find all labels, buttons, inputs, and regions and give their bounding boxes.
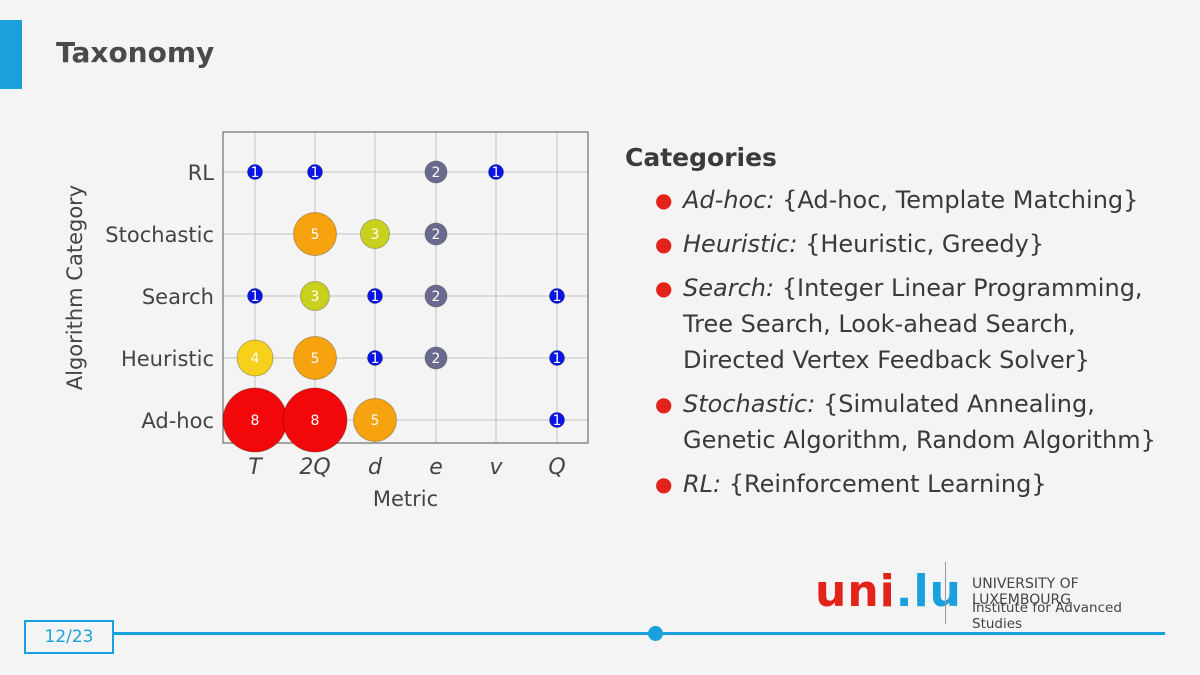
bubble (424, 160, 448, 184)
slide-title: Taxonomy (56, 36, 215, 69)
x-tick-label: 2Q (299, 455, 330, 480)
category-name: Search: (683, 274, 775, 302)
category-item-stochastic: ● Stochastic: {Simulated Annealing, Gene… (625, 386, 1185, 458)
bubble (293, 336, 337, 380)
categories-panel: Categories ● Ad-hoc: {Ad-hoc, Template M… (625, 143, 1185, 510)
bubble-value-label: 5 (371, 413, 380, 429)
y-axis-tick-labels: Ad-hoc Heuristic Search Stochastic RL (105, 161, 214, 433)
bubble-value-label: 1 (251, 289, 260, 305)
bubble (424, 284, 448, 308)
bubble (549, 350, 565, 366)
y-tick-label: Search (142, 285, 214, 309)
y-axis-title: Algorithm Category (63, 185, 87, 390)
category-item-rl: ● RL: {Reinforcement Learning} (625, 466, 1185, 502)
x-tick-label: d (368, 455, 383, 480)
logo-text-lu: lu (913, 566, 962, 617)
y-tick-label: Stochastic (105, 223, 214, 247)
bubble (300, 281, 330, 311)
y-tick-label: Heuristic (121, 347, 214, 371)
bubble-value-label: 1 (553, 413, 562, 429)
category-name: RL: (683, 470, 722, 498)
category-members: Directed Vertex Feedback Solver} (683, 346, 1090, 374)
bullet-icon: ● (655, 232, 673, 256)
university-name: UNIVERSITY OF LUXEMBOURG (972, 576, 1079, 608)
bubble (367, 350, 383, 366)
category-members: Tree Search, Look-ahead Search, (683, 310, 1076, 338)
university-logo: uni.lu UNIVERSITY OF LUXEMBOURG Institut… (815, 562, 1175, 632)
bubble-value-label: 4 (251, 351, 260, 367)
chart-gridlines (223, 132, 588, 443)
bubble (367, 288, 383, 304)
progress-marker (648, 626, 663, 641)
categories-list: ● Ad-hoc: {Ad-hoc, Template Matching} ● … (625, 182, 1185, 502)
bubble (282, 387, 348, 453)
bubble-value-label: 2 (432, 227, 441, 243)
categories-heading: Categories (625, 143, 777, 172)
progress-line (113, 632, 1165, 635)
bubble (293, 212, 337, 256)
bubble-value-label: 5 (311, 227, 320, 243)
chart-frame (222, 131, 589, 444)
logo-text-dot: . (895, 566, 914, 617)
bubble (360, 219, 390, 249)
category-name: Heuristic: (683, 230, 798, 258)
y-tick-label: RL (188, 161, 215, 185)
bubble (247, 164, 263, 180)
bubble (424, 346, 448, 370)
category-members: Genetic Algorithm, Random Algorithm} (683, 426, 1156, 454)
page-number: 12/23 (24, 620, 114, 654)
chart-bubbles: 1 1 2 1 5 3 2 1 3 1 2 1 4 5 1 2 1 8 8 5 1 (222, 160, 565, 453)
bubble-value-label: 2 (432, 289, 441, 305)
bubble (247, 288, 263, 304)
x-tick-label: v (489, 455, 503, 480)
bubble (549, 288, 565, 304)
bullet-icon: ● (655, 188, 673, 212)
x-tick-label: T (248, 455, 263, 480)
bubble (549, 412, 565, 428)
bubble-value-label: 8 (251, 413, 260, 429)
category-name: Stochastic: (683, 390, 816, 418)
bubble-value-label: 2 (432, 351, 441, 367)
institute-name: Institute for Advanced Studies (972, 600, 1122, 632)
y-tick-label: Ad-hoc (141, 409, 214, 433)
bubble (353, 398, 397, 442)
bubble-value-label: 1 (492, 165, 501, 181)
category-name: Ad-hoc: (683, 186, 775, 214)
category-members: {Heuristic, Greedy} (805, 230, 1045, 258)
x-axis-tick-labels: T 2Q d e v Q (248, 455, 565, 480)
bubble-value-label: 1 (311, 165, 320, 181)
bubble-value-label: 1 (251, 165, 260, 181)
bubble-value-label: 3 (371, 227, 380, 243)
category-item-heuristic: ● Heuristic: {Heuristic, Greedy} (625, 226, 1185, 262)
category-item-search: ● Search: {Integer Linear Programming, T… (625, 270, 1185, 378)
bubble-value-label: 1 (371, 351, 380, 367)
bubble-value-label: 1 (553, 289, 562, 305)
bubble (236, 339, 274, 377)
bullet-icon: ● (655, 472, 673, 496)
bubble-value-label: 1 (371, 289, 380, 305)
logo-divider (945, 562, 946, 624)
category-item-ad-hoc: ● Ad-hoc: {Ad-hoc, Template Matching} (625, 182, 1185, 218)
bullet-icon: ● (655, 276, 673, 300)
x-axis-title: Metric (373, 487, 438, 511)
bubble (307, 164, 323, 180)
bubble (488, 164, 504, 180)
bubble-value-label: 8 (311, 413, 320, 429)
category-members: {Reinforcement Learning} (728, 470, 1047, 498)
category-members: {Ad-hoc, Template Matching} (782, 186, 1139, 214)
category-members: {Integer Linear Programming, (781, 274, 1143, 302)
bullet-icon: ● (655, 392, 673, 416)
bubble-value-label: 5 (311, 351, 320, 367)
x-tick-label: e (429, 455, 443, 480)
x-tick-label: Q (548, 455, 565, 480)
title-accent-bar (0, 20, 22, 89)
logo-text-uni: uni (815, 566, 896, 617)
bubble-value-label: 2 (432, 165, 441, 181)
bubble-value-label: 1 (553, 351, 562, 367)
bubble (424, 222, 448, 246)
bubble-value-label: 3 (311, 289, 320, 305)
uni-lu-logo-mark: uni.lu (815, 566, 962, 618)
category-members: {Simulated Annealing, (822, 390, 1095, 418)
